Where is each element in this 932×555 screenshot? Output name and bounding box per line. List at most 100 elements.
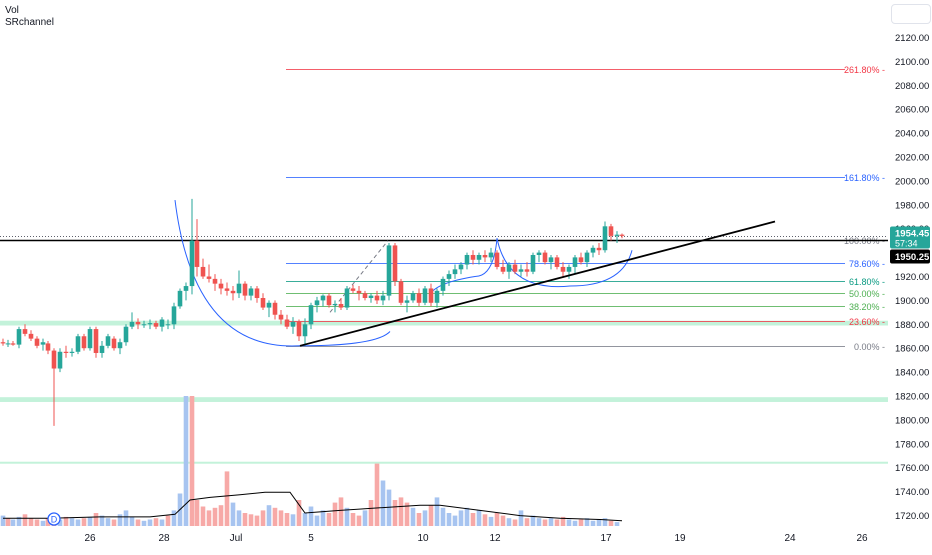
fib-label-8: 0.00% - (854, 342, 885, 352)
volume-bar-82 (488, 516, 494, 526)
candle-body-104 (619, 234, 625, 236)
legend-srchannel-label[interactable]: SRchannel (5, 17, 54, 28)
candle-body-22 (129, 321, 135, 327)
candle-body-55 (326, 295, 332, 306)
volume-bar-4 (22, 514, 28, 526)
candle-body-98 (584, 252, 590, 263)
candle-body-60 (356, 290, 362, 294)
x-tick-label-3: 5 (308, 533, 314, 544)
volume-bar-27 (159, 519, 165, 526)
sr-zone-0 (0, 320, 888, 326)
volume-bar-24 (141, 520, 147, 526)
candle-body-32 (189, 240, 195, 287)
countdown-text: 57:34 (895, 239, 918, 249)
y-tick-label-16: 2040.00 (895, 129, 929, 140)
candle-body-57 (338, 303, 344, 308)
y-tick-label-17: 2060.00 (895, 105, 929, 116)
candle-body-66 (392, 245, 398, 282)
volume-bar-66 (392, 500, 398, 526)
candle-body-61 (362, 293, 368, 299)
volume-bar-52 (308, 506, 314, 526)
dividend-event-marker-icon (47, 512, 61, 526)
volume-bar-46 (272, 507, 278, 526)
volume-bar-16 (93, 513, 99, 526)
candle-body-63 (374, 295, 380, 301)
fib-anchor-dashed-line (329, 240, 389, 313)
candle-body-84 (500, 266, 506, 272)
volume-bar-7 (40, 520, 46, 526)
fib-label-3: 78.60% - (849, 259, 885, 269)
volume-ma-line (3, 491, 623, 522)
current-price-badge (890, 226, 930, 249)
volume-bar-86 (512, 519, 518, 526)
candle-body-99 (590, 247, 596, 253)
legend-vol-label[interactable]: Vol (5, 5, 19, 16)
x-tick-label-0: 26 (84, 533, 96, 544)
volume-bar-78 (464, 507, 470, 526)
volume-bar-55 (326, 513, 332, 526)
volume-bar-1 (5, 518, 11, 526)
candle-body-44 (260, 298, 266, 308)
volume-bar-97 (578, 519, 584, 526)
sr-zone-2 (0, 461, 888, 464)
candle-body-15 (87, 329, 93, 349)
candle-body-80 (476, 254, 482, 260)
candle-body-3 (16, 329, 22, 345)
volume-bar-89 (530, 515, 536, 526)
candle-body-86 (512, 264, 518, 272)
volume-bar-83 (494, 513, 500, 526)
chart-settings-button[interactable] (891, 4, 931, 24)
volume-bar-6 (34, 519, 40, 526)
y-tick-label-18: 2080.00 (895, 81, 929, 92)
candle-body-41 (242, 283, 248, 296)
volume-bar-50 (296, 500, 302, 526)
candle-body-92 (548, 257, 554, 263)
y-tick-label-1: 1740.00 (895, 487, 929, 498)
volume-bar-35 (206, 510, 212, 526)
candle-body-101 (602, 226, 608, 251)
volume-bar-54 (320, 510, 326, 526)
candle-body-0 (0, 342, 6, 344)
candle-body-94 (560, 266, 566, 272)
y-tick-label-13: 1980.00 (895, 200, 929, 211)
x-tick-label-9: 26 (856, 533, 868, 544)
x-tick-label-2: Jul (230, 533, 243, 544)
candle-body-8 (45, 343, 51, 351)
candle-body-28 (165, 324, 171, 326)
candle-body-73 (434, 290, 440, 303)
y-tick-label-20: 2120.00 (895, 33, 929, 44)
volume-bar-12 (69, 518, 75, 526)
volume-bar-67 (398, 497, 404, 526)
candle-body-12 (69, 351, 75, 353)
candle-body-13 (75, 336, 81, 352)
candle-body-64 (380, 295, 386, 301)
volume-bar-56 (332, 502, 338, 526)
y-tick-label-19: 2100.00 (895, 57, 929, 68)
volume-bar-71 (422, 510, 428, 526)
candle-body-62 (368, 295, 374, 299)
volume-bar-3 (16, 516, 22, 526)
volume-bar-73 (434, 497, 440, 526)
x-tick-label-5: 12 (489, 533, 501, 544)
candle-body-89 (530, 254, 536, 272)
candle-body-102 (608, 226, 614, 236)
volume-bar-37 (218, 505, 224, 526)
candle-body-67 (398, 281, 404, 303)
candle-body-39 (230, 290, 236, 294)
volume-bar-63 (374, 463, 380, 526)
candle-body-18 (105, 336, 111, 346)
volume-bar-65 (386, 489, 392, 526)
candle-body-82 (488, 252, 494, 258)
y-tick-label-2: 1760.00 (895, 463, 929, 474)
volume-bar-98 (584, 518, 590, 526)
candle-body-45 (266, 302, 272, 308)
volume-bar-62 (368, 500, 374, 526)
candle-body-26 (153, 323, 159, 327)
volume-bar-17 (99, 515, 105, 526)
volume-bar-45 (266, 505, 272, 526)
candle-body-24 (141, 324, 147, 326)
candle-body-51 (302, 324, 308, 337)
volume-bar-64 (380, 480, 386, 526)
